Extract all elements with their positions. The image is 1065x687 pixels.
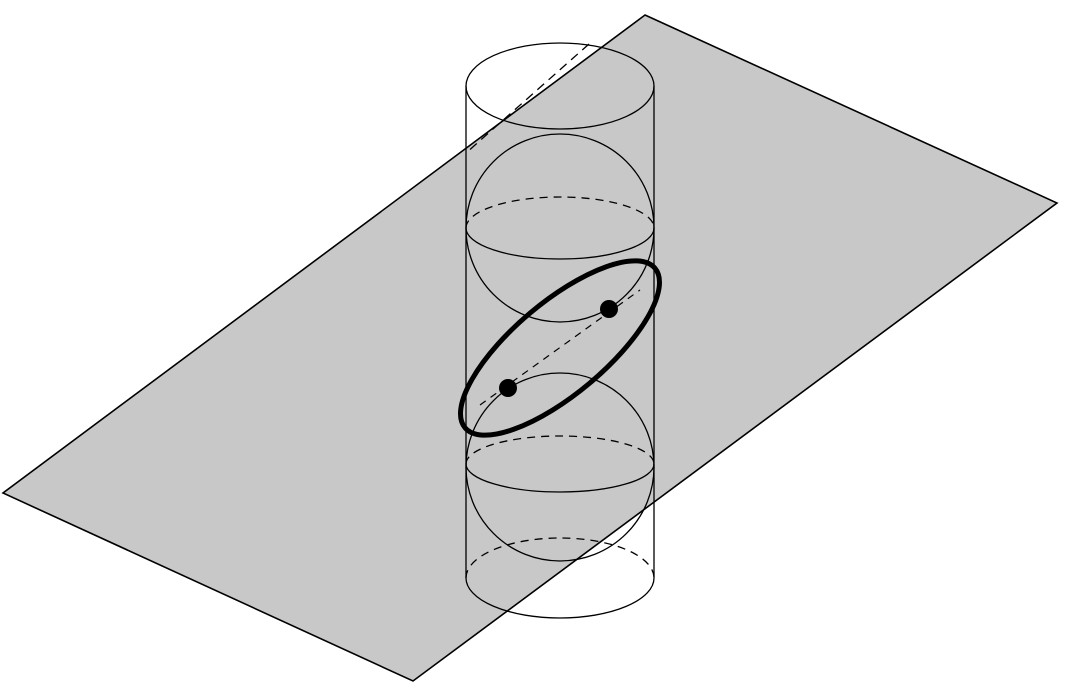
focus-lower: [499, 379, 517, 397]
plane-edge-hidden: [465, 43, 590, 154]
upper-sphere-equator-front: [465, 227, 655, 260]
upper-sphere-equator-back: [465, 196, 655, 229]
cylinder-bottom-front: [465, 577, 655, 619]
lower-sphere-equator-back: [465, 435, 655, 465]
cylinder-bottom-back: [465, 537, 655, 579]
focus-upper: [600, 300, 618, 318]
ellipse-section: [458, 258, 662, 438]
cutting-plane: [1, 14, 1059, 682]
lower-sphere-equator-front: [465, 463, 655, 493]
